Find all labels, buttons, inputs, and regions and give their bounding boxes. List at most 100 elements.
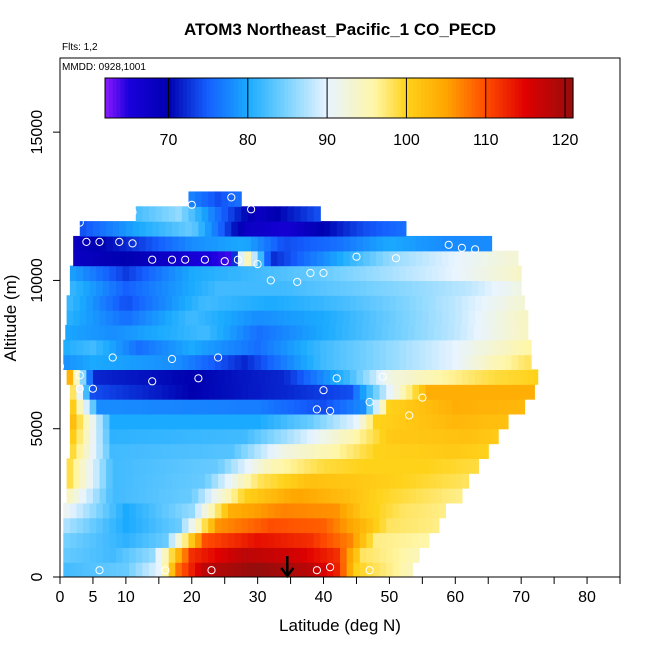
heatmap-cell-l0 bbox=[366, 562, 374, 577]
heatmap-cell-l20 bbox=[148, 265, 157, 282]
heatmap-cell-l1 bbox=[76, 547, 84, 563]
heatmap-cell-l15 bbox=[83, 339, 91, 356]
heatmap-cell-l2 bbox=[241, 532, 249, 548]
heatmap-cell-l0 bbox=[274, 562, 282, 577]
heatmap-cell-l17 bbox=[428, 310, 437, 326]
observation-marker bbox=[128, 239, 137, 248]
heatmap-cell-l8 bbox=[168, 443, 176, 459]
heatmap-cell-l10 bbox=[116, 413, 124, 430]
heatmap-cell-l15 bbox=[142, 339, 150, 356]
heatmap-cell-l22 bbox=[310, 235, 318, 252]
heatmap-cell-l21 bbox=[389, 250, 397, 267]
heatmap-cell-l9 bbox=[491, 428, 499, 445]
heatmap-cell-l3 bbox=[247, 517, 255, 534]
observation-marker bbox=[405, 411, 414, 420]
colorbar-segment bbox=[436, 78, 441, 118]
colorbar-segment bbox=[440, 78, 445, 118]
heatmap-cell-l16 bbox=[335, 324, 343, 341]
heatmap-cell-l8 bbox=[300, 443, 308, 459]
heatmap-cell-l6 bbox=[152, 473, 160, 489]
colorbar-segment bbox=[237, 78, 243, 118]
heatmap-cell-l19 bbox=[83, 280, 91, 296]
heatmap-cell-l0 bbox=[247, 562, 255, 577]
heatmap-cell-l6 bbox=[402, 473, 410, 489]
heatmap-cell-l6 bbox=[86, 473, 94, 489]
heatmap-cell-l4 bbox=[386, 502, 394, 519]
heatmap-cell-l12 bbox=[471, 384, 479, 400]
heatmap-cell-l14 bbox=[116, 354, 124, 370]
heatmap-cell-l19 bbox=[320, 280, 328, 296]
heatmap-cell-l5 bbox=[152, 488, 160, 504]
heatmap-cell-l8 bbox=[293, 443, 302, 459]
heatmap-cell-l4 bbox=[89, 502, 97, 519]
heatmap-cell-l3 bbox=[76, 517, 84, 534]
heatmap-cell-l22 bbox=[125, 235, 134, 252]
heatmap-cell-l18 bbox=[415, 295, 423, 311]
colorbar-segment bbox=[151, 78, 157, 118]
heatmap-cell-l22 bbox=[270, 235, 279, 252]
heatmap-cell-l17 bbox=[79, 310, 87, 326]
heatmap-cell-l7 bbox=[112, 458, 120, 474]
heatmap-cell-l5 bbox=[165, 488, 173, 504]
heatmap-cell-l16 bbox=[78, 324, 86, 341]
heatmap-cell-l3 bbox=[399, 517, 407, 534]
colorbar-segment bbox=[553, 78, 558, 118]
heatmap-cell-l21 bbox=[468, 250, 476, 267]
heatmap-cell-l19 bbox=[228, 280, 236, 296]
heatmap-cell-l22 bbox=[349, 235, 358, 252]
heatmap-cell-l5 bbox=[396, 488, 404, 504]
heatmap-cell-l14 bbox=[83, 354, 91, 370]
heatmap-cell-l17 bbox=[415, 310, 423, 326]
heatmap-cell-l22 bbox=[402, 235, 410, 252]
heatmap-cell-l5 bbox=[455, 488, 463, 504]
heatmap-cell-l6 bbox=[172, 473, 180, 489]
heatmap-cell-l20 bbox=[181, 265, 190, 282]
heatmap-cell-l11 bbox=[155, 399, 163, 415]
colorbar-segment bbox=[393, 78, 399, 118]
heatmap-cell-l9 bbox=[208, 428, 216, 445]
heatmap-cell-l23 bbox=[92, 221, 101, 237]
colorbar-segment bbox=[362, 78, 367, 118]
heatmap-cell-l9 bbox=[379, 428, 387, 445]
heatmap-cell-l12 bbox=[69, 384, 78, 400]
heatmap-cell-l20 bbox=[346, 265, 354, 282]
heatmap-cell-l2 bbox=[392, 532, 400, 548]
heatmap-cell-l10 bbox=[326, 413, 335, 430]
heatmap-cell-l5 bbox=[310, 488, 318, 504]
heatmap-cell-l12 bbox=[326, 384, 335, 400]
heatmap-cell-l12 bbox=[300, 384, 308, 400]
heatmap-cell-l22 bbox=[323, 235, 331, 252]
heatmap-cell-l9 bbox=[333, 428, 341, 445]
heatmap-cell-l18 bbox=[316, 295, 325, 311]
heatmap-cell-l4 bbox=[254, 502, 262, 519]
heatmap-cell-l15 bbox=[208, 339, 216, 356]
heatmap-cell-l23 bbox=[264, 221, 272, 237]
heatmap-cell-l20 bbox=[175, 265, 183, 282]
heatmap-cell-l18 bbox=[112, 295, 120, 311]
heatmap-cell-l14 bbox=[188, 354, 196, 370]
heatmap-cell-l9 bbox=[452, 428, 460, 445]
heatmap-cell-l18 bbox=[191, 295, 199, 311]
heatmap-cell-l12 bbox=[517, 384, 526, 400]
heatmap-cell-l3 bbox=[320, 517, 328, 534]
heatmap-cell-l13 bbox=[277, 369, 285, 385]
heatmap-cell-l11 bbox=[425, 399, 433, 415]
colorbar: 70 80 90 100 110 120 bbox=[104, 77, 579, 149]
colorbar-segment bbox=[401, 78, 406, 118]
heatmap-cell-l20 bbox=[465, 265, 473, 282]
colorbar-segment bbox=[409, 78, 414, 118]
heatmap-cell-l12 bbox=[458, 384, 466, 400]
heatmap-cell-l23 bbox=[152, 221, 160, 237]
heatmap-cell-l4 bbox=[142, 502, 150, 519]
heatmap-cell-l20 bbox=[320, 265, 328, 282]
observation-marker bbox=[88, 384, 98, 393]
heatmap-cell-l0 bbox=[221, 562, 229, 577]
observation-marker bbox=[253, 260, 262, 269]
heatmap-cell-l24 bbox=[175, 206, 183, 222]
heatmap-cell-l15 bbox=[353, 339, 361, 356]
heatmap-cell-l5 bbox=[172, 488, 180, 504]
colorbar-segment bbox=[557, 78, 562, 118]
heatmap-cell-l9 bbox=[471, 428, 479, 445]
observation-marker bbox=[75, 218, 84, 227]
heatmap-cell-l19 bbox=[478, 280, 486, 296]
